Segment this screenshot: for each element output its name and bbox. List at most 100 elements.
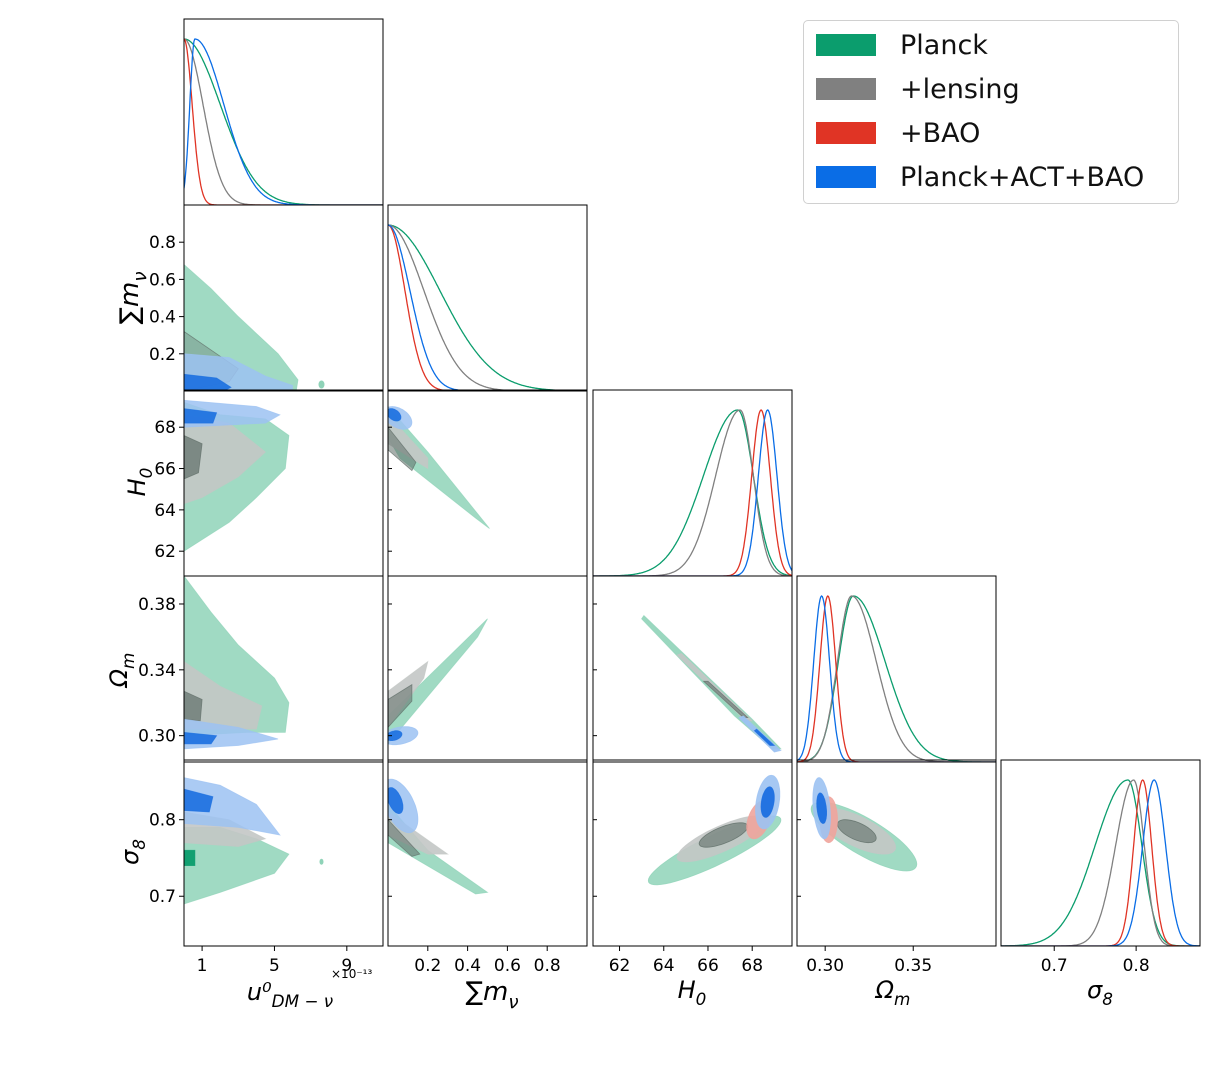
y-tick-label: 66 — [154, 460, 176, 480]
x-tick-label: 0.7 — [1041, 956, 1068, 976]
legend-swatch-planck — [816, 34, 876, 56]
panel-frame — [592, 389, 793, 577]
legend-label: Planck+ACT+BAO — [900, 161, 1145, 193]
marginal-line-Planck — [388, 224, 587, 391]
contour — [698, 822, 749, 848]
y-tick-label: 62 — [154, 542, 176, 562]
y-tick-label: 0.6 — [149, 270, 176, 290]
contour-island — [318, 380, 325, 389]
axis-label: H0 — [678, 976, 707, 1009]
axis-label: σ8 — [1087, 976, 1113, 1009]
contour — [388, 819, 421, 857]
x-tick-label: 0.4 — [454, 956, 481, 976]
panel-frame — [183, 759, 384, 947]
y-tick-label: 0.30 — [138, 727, 176, 747]
x-tick-label: 0.35 — [894, 956, 932, 976]
marginal-panel-H0 — [593, 409, 792, 576]
panel-frame — [592, 759, 793, 947]
y-tick-label: 0.4 — [149, 308, 176, 328]
y-tick-label: 0.2 — [149, 345, 176, 365]
marginal-line-Planck — [593, 409, 792, 576]
axis-label: Ωm — [105, 653, 138, 689]
contour — [388, 787, 404, 815]
marginal-line-Planck+ACT+BAO — [388, 224, 587, 391]
y-tick-label: 0.38 — [138, 595, 176, 615]
panel-sigma8-vs-u_DM-nu — [184, 777, 290, 905]
panel-Omega_m-vs-H0 — [641, 614, 782, 753]
panel-frame — [387, 204, 588, 392]
contour — [184, 690, 203, 722]
panel-H0-vs-sum_m_nu — [388, 405, 490, 529]
legend-item: Planck+ACT+BAO — [816, 161, 1145, 193]
x-multiplier: ×10⁻¹³ — [331, 967, 372, 981]
panel-frame — [387, 575, 588, 763]
marginal-line-Planck — [184, 38, 383, 205]
legend-item: Planck — [816, 30, 988, 61]
contour — [388, 618, 488, 745]
contour — [184, 373, 232, 391]
panel-frame — [592, 575, 793, 763]
panel-frame — [183, 18, 384, 206]
marginal-line-+lensing — [184, 38, 383, 205]
panel-frame — [796, 759, 997, 947]
contour — [184, 788, 214, 813]
x-tick-label: 0.8 — [1123, 956, 1150, 976]
x-tick-label: 1 — [197, 956, 208, 976]
panel-frame — [387, 389, 588, 577]
panel-Omega_m-vs-sum_m_nu — [388, 618, 488, 746]
marginal-line-+BAO — [184, 38, 383, 205]
panel-frame — [1000, 759, 1201, 947]
y-tick-label: 0.8 — [149, 233, 176, 253]
marginal-line-Planck — [797, 595, 996, 762]
x-tick-label: 66 — [697, 956, 719, 976]
y-tick-label: 0.7 — [149, 887, 176, 907]
panel-sum_m_nu-vs-u_DM-nu — [184, 263, 299, 391]
panel-sigma8-vs-H0 — [647, 774, 782, 886]
contour — [388, 408, 402, 422]
panel-Omega_m-vs-u_DM-nu — [184, 576, 290, 750]
marginal-line-Planck+ACT+BAO — [1001, 779, 1200, 946]
marginal-panel-sum_m_nu — [388, 224, 587, 391]
panel-sigma8-vs-sum_m_nu — [388, 778, 489, 895]
x-tick-label: 9 — [341, 956, 352, 976]
contour — [184, 661, 263, 730]
axis-label: Ωm — [875, 976, 911, 1009]
legend: Planck +lensing +BAO Planck+ACT+BAO — [803, 20, 1179, 204]
y-tick-label: 0.34 — [138, 661, 176, 681]
legend-item: +BAO — [816, 118, 980, 149]
legend-swatch-lensing — [816, 78, 876, 100]
legend-item: +lensing — [816, 74, 1020, 105]
x-tick-label: 5 — [269, 956, 280, 976]
contour — [753, 728, 776, 746]
y-tick-label: 0.8 — [149, 811, 176, 831]
panel-frame — [183, 575, 384, 763]
marginal-line-+lensing — [1001, 779, 1200, 946]
contour — [760, 786, 775, 818]
marginal-line-+lensing — [797, 595, 996, 762]
axis-label: u⁰DM − ν — [247, 978, 333, 1011]
marginal-panel-u_DM-nu — [184, 38, 383, 205]
contour — [184, 435, 203, 480]
x-tick-label: 68 — [741, 956, 763, 976]
x-tick-label: 0.8 — [534, 956, 561, 976]
marginal-line-+lensing — [593, 409, 792, 576]
contour — [388, 730, 403, 741]
marginal-panel-Omega_m — [797, 595, 996, 762]
x-tick-label: 0.2 — [414, 956, 441, 976]
marginal-line-+BAO — [593, 409, 792, 576]
marginal-line-+lensing — [388, 224, 587, 391]
axis-label: H0 — [123, 468, 156, 497]
panel-frame — [796, 575, 997, 763]
marginal-line-Planck+ACT+BAO — [797, 595, 996, 762]
marginal-line-+BAO — [388, 224, 587, 391]
contour — [184, 777, 281, 836]
legend-swatch-planck-act-bao — [816, 166, 876, 188]
marginal-line-+BAO — [1001, 779, 1200, 946]
panel-H0-vs-u_DM-nu — [184, 399, 290, 552]
contour — [702, 680, 749, 718]
contour-island — [319, 858, 324, 865]
marginal-line-Planck+ACT+BAO — [593, 409, 792, 576]
marginal-line-Planck — [1001, 779, 1200, 946]
x-tick-label: 0.6 — [494, 956, 521, 976]
axis-label: σ8 — [116, 839, 149, 865]
